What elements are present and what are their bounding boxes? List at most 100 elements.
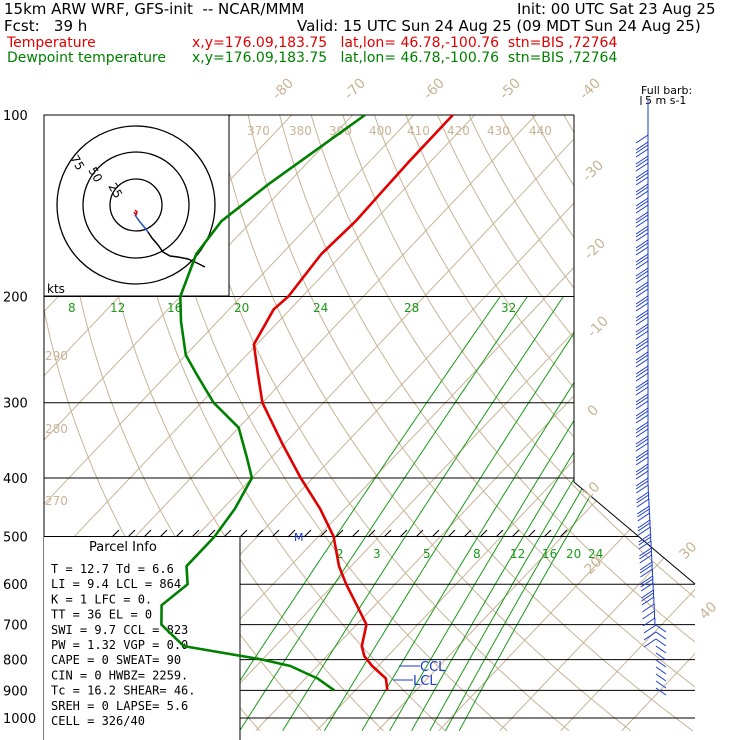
wind-barb-feather bbox=[640, 568, 653, 578]
hodograph-ring-50 bbox=[82, 151, 190, 259]
wind-barb bbox=[655, 687, 667, 696]
wind-barb-feather bbox=[635, 407, 649, 417]
wind-barb-feather bbox=[635, 270, 649, 280]
wind-barb-feather bbox=[635, 284, 649, 294]
mixing-ratio-label: 16 bbox=[542, 547, 557, 561]
wind-barb-feather bbox=[635, 162, 649, 172]
level-hatch bbox=[383, 529, 392, 538]
level-hatch bbox=[463, 529, 472, 538]
dry-adiabat-label: 290 bbox=[45, 349, 68, 363]
hodograph-ring-label-75: 75 bbox=[67, 153, 87, 173]
isotherm-label: -40 bbox=[577, 75, 604, 102]
level-hatch bbox=[511, 529, 520, 538]
wind-barb-feather bbox=[639, 564, 653, 574]
dry-adiabat-label: 430 bbox=[487, 124, 510, 138]
level-hatch bbox=[143, 529, 152, 538]
wind-barb-feather bbox=[635, 340, 649, 350]
wind-barb-feather bbox=[635, 330, 649, 340]
wind-barb-feather bbox=[638, 536, 651, 546]
wind-barb-feather bbox=[635, 260, 649, 270]
level-hatch bbox=[239, 529, 248, 538]
wind-barb-feather bbox=[635, 365, 649, 375]
mixing-ratio-label: 20 bbox=[566, 547, 581, 561]
wind-barb-feather bbox=[635, 480, 649, 490]
level-hatch bbox=[191, 529, 200, 538]
hodograph-ring-75 bbox=[56, 125, 216, 285]
pressure-label: 700 bbox=[3, 619, 28, 634]
wind-barb-feather bbox=[636, 494, 649, 504]
mixing-ratio-label: 20 bbox=[234, 301, 249, 315]
wind-barb-feather bbox=[635, 372, 649, 382]
isotherm-label: -80 bbox=[270, 75, 297, 102]
wind-barb-feather bbox=[635, 337, 649, 347]
level-hatch bbox=[223, 529, 232, 538]
wind-barb-feather bbox=[635, 200, 649, 210]
wind-barb-feather bbox=[638, 533, 651, 543]
isotherm-line bbox=[499, 115, 695, 732]
wind-barb-feather bbox=[638, 540, 652, 550]
wind-barb-feather bbox=[641, 592, 654, 602]
mixing-ratio-label: 8 bbox=[68, 301, 76, 315]
level-hatch bbox=[399, 529, 408, 538]
parcel-info-row: SREH = 0 LAPSE= 5.6 bbox=[51, 699, 188, 713]
wind-barb-feather bbox=[641, 596, 655, 606]
wind-barb-feather bbox=[643, 631, 657, 641]
pressure-label: 400 bbox=[3, 472, 28, 487]
parcel-info-title: Parcel Info bbox=[89, 540, 157, 555]
wind-barb-feather bbox=[635, 176, 649, 186]
parcel-info-row: CAPE = 0 SWEAT= 90 bbox=[51, 653, 181, 667]
wind-barb-feather bbox=[635, 393, 649, 403]
dry-adiabat-line bbox=[275, 115, 695, 732]
wind-barb-feather bbox=[643, 624, 657, 634]
parcel-info-row: SWI = 9.7 CCL = 823 bbox=[51, 623, 188, 637]
wind-barb-feather bbox=[635, 421, 649, 431]
dry-adiabat-label: 370 bbox=[247, 124, 270, 138]
wind-barb-feather bbox=[635, 148, 649, 158]
isotherm-line bbox=[438, 115, 695, 732]
dry-adiabat-line bbox=[462, 115, 695, 732]
wind-barb-feather bbox=[635, 396, 649, 406]
wind-barb-feather bbox=[640, 578, 654, 588]
sounding-profiles bbox=[160, 113, 454, 692]
mixing-ratio-label: 5 bbox=[423, 547, 431, 561]
pressure-label: 600 bbox=[3, 578, 28, 593]
m-marker: M bbox=[294, 531, 304, 544]
wind-barb bbox=[655, 680, 667, 689]
wind-barb-feather bbox=[643, 638, 657, 648]
isotherm-label: 0 bbox=[585, 402, 603, 420]
level-hatch bbox=[479, 529, 488, 538]
mixing-ratio-label: 8 bbox=[473, 547, 481, 561]
hodograph-unit: kts bbox=[47, 282, 65, 296]
full-barb-title: Full barb: bbox=[641, 84, 692, 97]
isotherm-label: 10 bbox=[580, 479, 604, 503]
wind-barb-feather bbox=[635, 414, 649, 424]
ccl-label: CCL bbox=[420, 660, 446, 675]
dry-adiabat-line bbox=[89, 115, 384, 732]
wind-barb-feather bbox=[635, 228, 649, 238]
wind-barb-feather bbox=[638, 526, 651, 536]
wind-barb-feather bbox=[635, 456, 649, 466]
level-hatch bbox=[175, 529, 184, 538]
wind-barb-feather bbox=[640, 582, 654, 592]
wind-barb-feather bbox=[639, 547, 652, 557]
level-hatch bbox=[111, 529, 120, 538]
hodograph-trace-mid bbox=[134, 214, 149, 233]
wind-barb-feather bbox=[635, 410, 649, 420]
wind-barb bbox=[655, 673, 667, 682]
level-hatch bbox=[319, 529, 328, 538]
dewpoint-legend-info: x,y=176.09,183.75 lat,lon= 46.78,-100.76… bbox=[192, 50, 618, 66]
wind-barb-feather bbox=[635, 281, 649, 291]
mixing-ratio-label: 16 bbox=[167, 301, 182, 315]
wind-barb bbox=[655, 624, 667, 633]
isotherm-label: -50 bbox=[497, 75, 524, 102]
parcel-info-box: Parcel Info T = 12.7 Td = 6.6LI = 9.4 LC… bbox=[44, 537, 241, 740]
mixing-ratio-line bbox=[206, 296, 501, 732]
dry-adiabat-line bbox=[618, 115, 695, 732]
mixing-ratio-label: 32 bbox=[501, 301, 516, 315]
wind-barb-feather bbox=[635, 274, 649, 284]
wind-barb-feather bbox=[635, 197, 649, 207]
wind-barb bbox=[655, 638, 667, 647]
wind-barb-feather bbox=[639, 561, 653, 571]
pressure-label: 800 bbox=[3, 654, 28, 669]
